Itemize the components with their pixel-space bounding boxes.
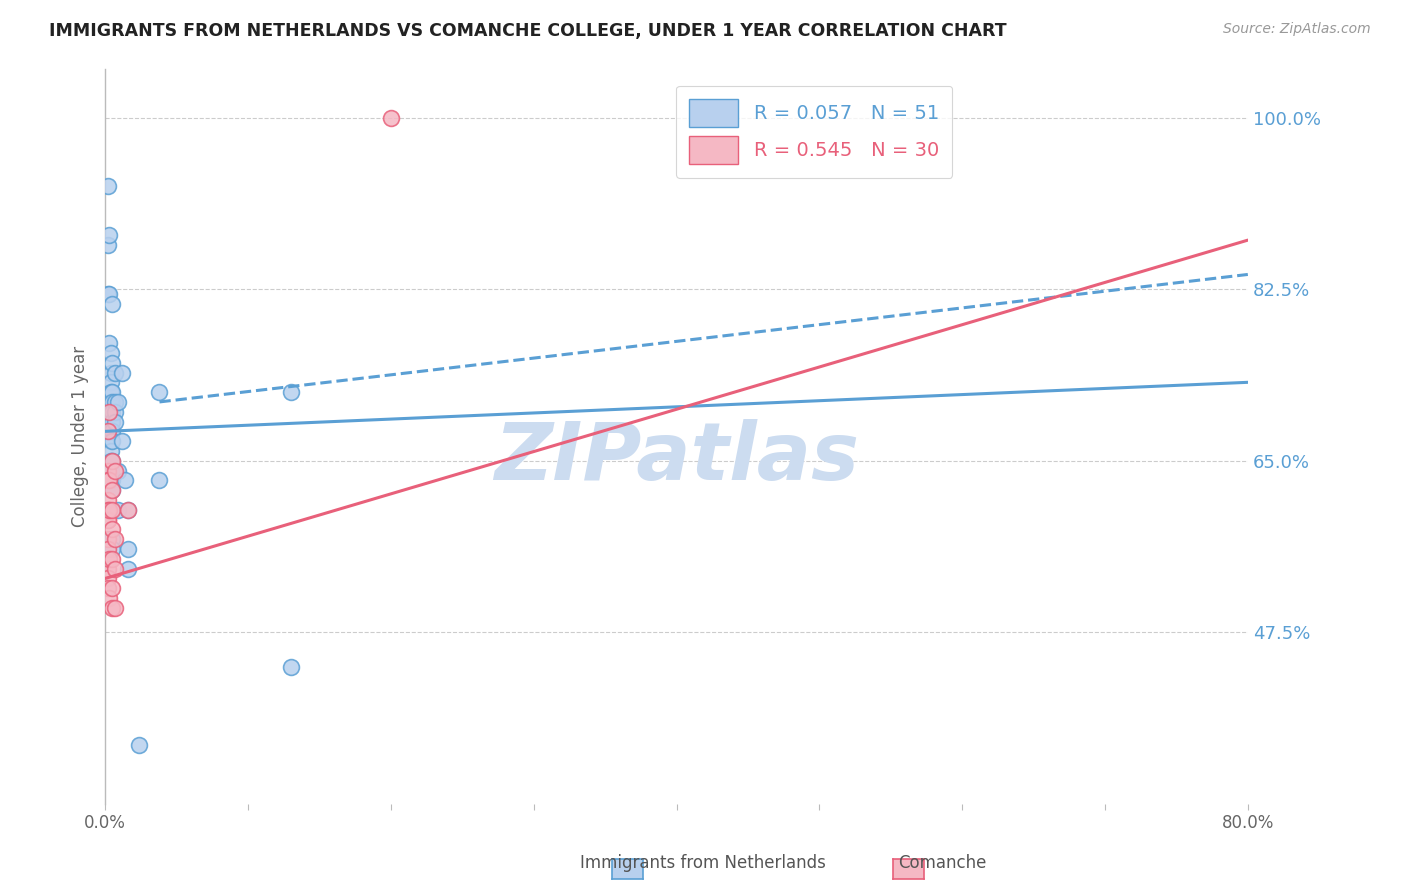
Point xyxy=(98,474,121,488)
Point xyxy=(100,454,122,468)
Point xyxy=(97,513,120,527)
Point xyxy=(107,395,129,409)
Y-axis label: College, Under 1 year: College, Under 1 year xyxy=(72,346,89,527)
Point xyxy=(111,434,134,449)
Point xyxy=(100,474,122,488)
Point xyxy=(98,591,121,605)
Point xyxy=(104,405,127,419)
Point xyxy=(100,415,122,429)
Point xyxy=(100,444,122,458)
Point xyxy=(114,474,136,488)
Point xyxy=(100,376,122,390)
Point xyxy=(97,493,120,508)
Point xyxy=(100,346,122,360)
Point xyxy=(97,581,120,595)
Point xyxy=(97,464,120,478)
Point xyxy=(97,238,120,252)
Point xyxy=(117,561,139,575)
Point xyxy=(100,385,122,400)
Point xyxy=(98,405,121,419)
Point xyxy=(97,503,120,517)
Point xyxy=(97,474,120,488)
Point xyxy=(97,571,120,585)
Point xyxy=(104,464,127,478)
Text: Immigrants from Netherlands: Immigrants from Netherlands xyxy=(581,855,825,872)
Point xyxy=(101,533,124,547)
Point xyxy=(101,483,124,498)
Point xyxy=(128,738,150,752)
Point xyxy=(101,454,124,468)
Point xyxy=(101,581,124,595)
Point xyxy=(101,523,124,537)
Point xyxy=(148,474,170,488)
Point xyxy=(104,561,127,575)
Text: IMMIGRANTS FROM NETHERLANDS VS COMANCHE COLLEGE, UNDER 1 YEAR CORRELATION CHART: IMMIGRANTS FROM NETHERLANDS VS COMANCHE … xyxy=(49,22,1007,40)
Point xyxy=(101,454,124,468)
Point xyxy=(98,336,121,351)
Point xyxy=(97,561,120,575)
Point xyxy=(280,385,302,400)
Point xyxy=(100,434,122,449)
Point xyxy=(101,551,124,566)
Point xyxy=(117,503,139,517)
Legend: R = 0.057   N = 51, R = 0.545   N = 30: R = 0.057 N = 51, R = 0.545 N = 30 xyxy=(676,86,952,178)
Point xyxy=(101,395,124,409)
Point xyxy=(101,434,124,449)
Point xyxy=(101,600,124,615)
Point xyxy=(101,541,124,556)
Point xyxy=(100,366,122,380)
Point xyxy=(117,541,139,556)
Point xyxy=(104,600,127,615)
Point xyxy=(101,356,124,370)
Point xyxy=(98,503,121,517)
Point xyxy=(101,474,124,488)
Point xyxy=(104,395,127,409)
Point xyxy=(97,533,120,547)
Point xyxy=(100,395,122,409)
Point xyxy=(100,405,122,419)
Point xyxy=(97,179,120,194)
Point xyxy=(101,483,124,498)
Point xyxy=(101,385,124,400)
Point xyxy=(280,659,302,673)
Point xyxy=(104,415,127,429)
Point xyxy=(97,513,120,527)
Point xyxy=(107,464,129,478)
Point xyxy=(98,551,121,566)
Point xyxy=(107,503,129,517)
Point xyxy=(98,228,121,243)
Text: ZIPatlas: ZIPatlas xyxy=(494,419,859,498)
Text: Source: ZipAtlas.com: Source: ZipAtlas.com xyxy=(1223,22,1371,37)
Point xyxy=(100,464,122,478)
Point xyxy=(101,405,124,419)
Point xyxy=(380,111,402,125)
Point xyxy=(97,425,120,439)
Point xyxy=(100,483,122,498)
Point xyxy=(104,533,127,547)
Point xyxy=(117,503,139,517)
Point xyxy=(97,541,120,556)
Text: Comanche: Comanche xyxy=(898,855,986,872)
Point xyxy=(104,366,127,380)
Point xyxy=(101,503,124,517)
Point xyxy=(111,366,134,380)
Point xyxy=(100,425,122,439)
Point xyxy=(101,425,124,439)
Point xyxy=(101,297,124,311)
Point xyxy=(148,385,170,400)
Point xyxy=(98,287,121,301)
Point xyxy=(97,287,120,301)
Point xyxy=(101,415,124,429)
